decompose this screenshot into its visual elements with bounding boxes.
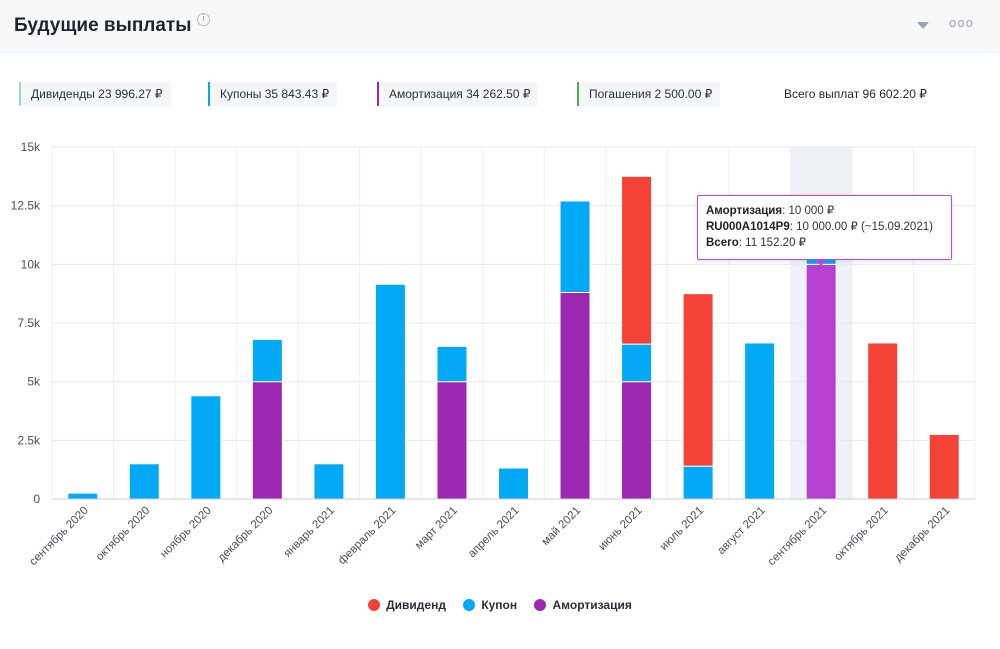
x-tick-label: январь 2021 xyxy=(282,505,337,560)
summary-dividends-label: Дивиденды 23 996.27 ₽ xyxy=(31,87,163,101)
x-tick-label: март 2021 xyxy=(413,505,460,552)
bar-amortization xyxy=(559,291,591,500)
coupons-color-bar xyxy=(208,82,210,106)
bar-coupon xyxy=(67,492,99,500)
y-tick-label: 12.5k xyxy=(11,199,41,213)
legend-item-amortization[interactable]: Амортизация xyxy=(534,598,632,612)
bar-coupon xyxy=(251,338,283,383)
bar-coupon xyxy=(313,463,345,500)
y-tick-label: 7.5k xyxy=(17,316,41,330)
bar-coupon xyxy=(682,465,714,500)
legend-dot-amortization xyxy=(534,599,547,611)
x-tick-label: октябрь 2021 xyxy=(832,505,891,564)
amortization-color-bar xyxy=(377,82,379,106)
bar-coupon xyxy=(374,283,406,500)
tooltip-line-total: Всего: 11 152.20 ₽ xyxy=(706,237,806,249)
x-tick-label: декабрь 2021 xyxy=(893,505,953,565)
x-tick-label: июнь 2021 xyxy=(596,505,644,553)
redemptions-color-bar xyxy=(577,82,579,106)
bar-amortization xyxy=(621,381,653,500)
chart-tooltip: Амортизация: 10 000 ₽ RU000A1014P9: 10 0… xyxy=(697,195,952,266)
x-tick-label: октябрь 2020 xyxy=(94,505,153,564)
bar-coupon xyxy=(744,342,776,500)
x-tick-label: июль 2021 xyxy=(658,505,706,553)
summary-redemptions-label: Погашения 2 500.00 ₽ xyxy=(589,87,713,101)
bar-amortization xyxy=(805,263,837,500)
legend-dot-coupon xyxy=(463,599,476,611)
bar-amortization xyxy=(251,381,283,500)
legend-item-dividend[interactable]: Дивиденд xyxy=(368,598,446,612)
y-tick-label: 0 xyxy=(33,492,40,506)
x-tick-label: август 2021 xyxy=(715,505,767,557)
summary-coupons: Купоны 35 843.43 ₽ xyxy=(208,82,338,106)
bar-dividend xyxy=(928,433,960,500)
summary-coupons-label: Купоны 35 843.43 ₽ xyxy=(220,87,330,101)
more-options-icon[interactable]: ooo xyxy=(949,16,975,30)
bar-dividend xyxy=(867,342,899,500)
widget-header: Будущие выплаты i ooo xyxy=(0,0,1000,53)
legend-dot-dividend xyxy=(368,599,381,611)
info-icon[interactable]: i xyxy=(197,13,210,26)
bar-amortization xyxy=(436,381,468,500)
x-tick-label: сентябрь 2020 xyxy=(27,505,90,568)
y-tick-label: 2.5k xyxy=(17,433,41,447)
x-tick-label: ноябрь 2020 xyxy=(158,505,214,561)
summary-amortization: Амортизация 34 262.50 ₽ xyxy=(377,82,539,106)
widget-title: Будущие выплаты xyxy=(14,15,192,36)
dividends-color-bar xyxy=(19,82,21,106)
x-tick-label: май 2021 xyxy=(540,505,583,548)
chevron-down-icon[interactable] xyxy=(917,22,929,29)
summary-dividends: Дивиденды 23 996.27 ₽ xyxy=(19,82,171,106)
summary-redemptions: Погашения 2 500.00 ₽ xyxy=(577,82,721,106)
x-tick-label: февраль 2021 xyxy=(336,505,398,567)
bar-coupon xyxy=(621,343,653,383)
bar-coupon xyxy=(559,200,591,293)
x-tick-label: сентябрь 2021 xyxy=(766,505,829,568)
y-tick-label: 10k xyxy=(21,257,41,271)
summary-amortization-label: Амортизация 34 262.50 ₽ xyxy=(389,87,531,101)
bar-coupon xyxy=(436,345,468,383)
x-tick-label: декабрь 2020 xyxy=(216,505,276,565)
x-tick-label: апрель 2021 xyxy=(466,505,522,561)
y-tick-label: 15k xyxy=(21,140,41,154)
tooltip-line-security: RU000A1014P9: 10 000.00 ₽ (~15.09.2021) xyxy=(706,221,933,233)
summary-total: Всего выплат 96 602.20 ₽ xyxy=(784,87,927,101)
bar-coupon xyxy=(190,395,222,500)
bar-dividend xyxy=(682,293,714,467)
tooltip-line-amortization: Амортизация: 10 000 ₽ xyxy=(706,205,835,217)
y-tick-label: 5k xyxy=(27,375,41,389)
bar-dividend xyxy=(621,175,653,345)
tooltip-arrow xyxy=(815,259,827,266)
bar-coupon xyxy=(128,463,160,500)
bar-coupon xyxy=(498,467,529,500)
chart-legend: Дивиденд Купон Амортизация xyxy=(0,598,1000,618)
legend-item-coupon[interactable]: Купон xyxy=(463,598,517,612)
